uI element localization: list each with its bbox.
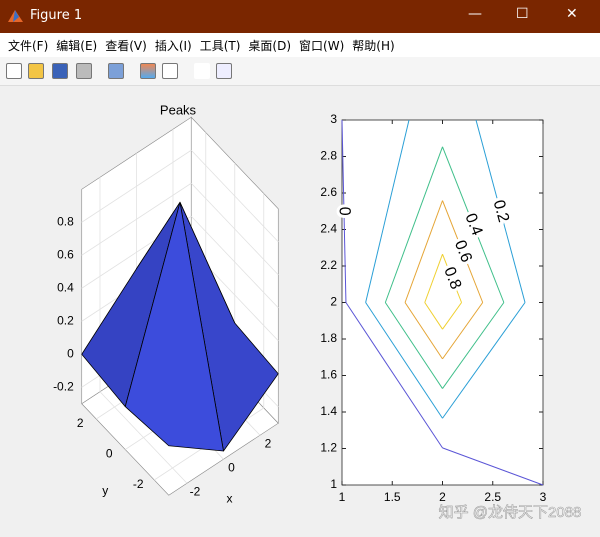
contour-line bbox=[384, 146, 443, 303]
y-tick-label: 1.8 bbox=[320, 331, 337, 345]
y-tick-label: 1.4 bbox=[320, 404, 337, 418]
window-title: Figure 1 bbox=[30, 8, 83, 23]
contour-line bbox=[404, 200, 443, 303]
surface-face bbox=[124, 201, 224, 452]
contour-line bbox=[442, 302, 484, 360]
y-tick-label: 2 bbox=[77, 416, 84, 430]
toolbar bbox=[0, 57, 600, 86]
grid-line bbox=[190, 182, 279, 276]
x-tick-label: 1.5 bbox=[384, 490, 401, 504]
y-tick-label: 2 bbox=[330, 295, 337, 309]
close[interactable]: ✕ bbox=[566, 6, 578, 22]
grid-line bbox=[190, 149, 279, 243]
z-tick-label: 0 bbox=[67, 346, 74, 360]
x-tick-label: 3 bbox=[540, 490, 547, 504]
y-tick-label: 3 bbox=[330, 112, 337, 126]
y-tick-label: 1.6 bbox=[320, 368, 337, 382]
pointer-button[interactable] bbox=[194, 63, 210, 79]
property-button[interactable] bbox=[216, 63, 232, 79]
menu-bar: 文件(F) 编辑(E) 查看(V) 插入(I) 工具(T) 桌面(D) 窗口(W) 帮助(H) bbox=[0, 33, 600, 57]
z-tick-label: 0.2 bbox=[57, 313, 74, 327]
z-tick-label: 0.6 bbox=[57, 247, 74, 261]
x-tick-label: 0 bbox=[228, 460, 235, 474]
contour-line bbox=[442, 302, 462, 330]
x-tick-label: 2 bbox=[439, 490, 446, 504]
y-tick-label: 0 bbox=[106, 447, 113, 461]
grid-line bbox=[81, 149, 192, 223]
y-tick-label: -2 bbox=[133, 477, 144, 491]
y-tick-label: 2.8 bbox=[320, 149, 337, 163]
z-tick-label: -0.2 bbox=[53, 379, 74, 393]
y-axis-label: y bbox=[102, 484, 108, 498]
y-tick-label: 1.2 bbox=[320, 441, 337, 455]
contour-line bbox=[424, 302, 443, 330]
contour-line bbox=[442, 146, 505, 303]
chart-title: Peaks bbox=[160, 102, 197, 117]
contour-line bbox=[404, 302, 443, 360]
x-tick-label: 2 bbox=[265, 436, 272, 450]
title-bar: Figure 1 — ☐ ✕ bbox=[0, 0, 600, 33]
menu-item[interactable]: 窗口(W) bbox=[299, 39, 345, 53]
contour-line bbox=[442, 254, 463, 303]
contour-line bbox=[341, 119, 347, 303]
plot-area bbox=[341, 119, 544, 486]
x-tick-label: 1 bbox=[339, 490, 346, 504]
link-button[interactable] bbox=[108, 63, 124, 79]
menu-item[interactable]: 插入(I) bbox=[154, 39, 192, 53]
menu-item[interactable]: 桌面(D) bbox=[248, 39, 292, 53]
y-tick-label: 2.2 bbox=[320, 258, 337, 272]
menu-item[interactable]: 文件(F) bbox=[8, 39, 49, 53]
contour-line bbox=[424, 254, 443, 303]
z-tick-label: 0.4 bbox=[57, 280, 74, 294]
maximize[interactable]: ☐ bbox=[516, 6, 529, 22]
watermark: 知乎 @龙侍天下2088 bbox=[439, 504, 582, 521]
contour-line bbox=[442, 302, 505, 389]
menu-item[interactable]: 帮助(H) bbox=[352, 39, 395, 53]
app-icon bbox=[8, 10, 23, 22]
contour-line bbox=[442, 200, 484, 303]
colorbar-button[interactable] bbox=[140, 63, 156, 79]
save-button[interactable] bbox=[52, 63, 68, 79]
contour-line bbox=[345, 302, 443, 449]
contour-line bbox=[365, 302, 443, 419]
legend-button[interactable] bbox=[162, 63, 178, 79]
menu-item[interactable]: 编辑(E) bbox=[56, 39, 98, 53]
contour-line bbox=[442, 302, 526, 419]
z-tick-label: 0.8 bbox=[57, 214, 74, 228]
contour-line bbox=[475, 119, 526, 303]
y-tick-label: 1 bbox=[330, 477, 337, 491]
print-button[interactable] bbox=[76, 63, 92, 79]
grid-line bbox=[81, 182, 192, 256]
x-axis-label: x bbox=[227, 491, 233, 505]
menu-item[interactable]: 工具(T) bbox=[199, 39, 241, 53]
open-button[interactable] bbox=[28, 63, 44, 79]
contour-line bbox=[365, 119, 410, 303]
minimize[interactable]: — bbox=[468, 6, 482, 22]
menu-item[interactable]: 查看(V) bbox=[105, 39, 147, 53]
contour-line bbox=[442, 447, 544, 486]
x-tick-label: -2 bbox=[190, 484, 201, 498]
contour-line bbox=[384, 302, 443, 389]
new-button[interactable] bbox=[6, 63, 22, 79]
x-tick-label: 2.5 bbox=[484, 490, 501, 504]
contour-label: 0 bbox=[336, 207, 353, 216]
grid-line bbox=[190, 215, 279, 309]
y-tick-label: 2.6 bbox=[320, 185, 337, 199]
y-tick-label: 2.4 bbox=[320, 222, 337, 236]
